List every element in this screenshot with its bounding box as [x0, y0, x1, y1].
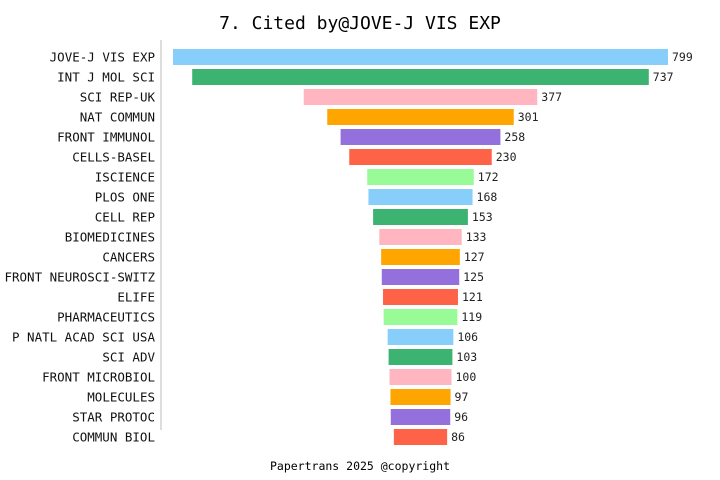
bar — [390, 409, 451, 425]
category-label: ELIFE — [117, 290, 155, 305]
category-label: PHARMACEUTICS — [57, 310, 155, 325]
category-label: FRONT MICROBIOL — [42, 370, 155, 385]
bar — [388, 349, 453, 365]
bar — [373, 209, 468, 225]
value-label: 96 — [454, 410, 468, 424]
bar — [381, 249, 460, 265]
value-label: 301 — [518, 110, 539, 124]
bar — [379, 229, 462, 245]
category-label: COMMUN BIOL — [72, 430, 155, 445]
category-label: MOLECULES — [87, 390, 155, 405]
bars-group: JOVE-J VIS EXP 799 INT J MOL SCI 737 SCI REP… — [4, 49, 693, 445]
bar — [340, 129, 501, 145]
value-label: 133 — [466, 230, 487, 244]
value-label: 168 — [477, 190, 498, 204]
bar — [192, 69, 649, 85]
bar — [390, 389, 451, 405]
bar — [383, 309, 458, 325]
value-label: 125 — [463, 270, 484, 284]
value-label: 737 — [653, 70, 674, 84]
value-label: 377 — [541, 90, 562, 104]
value-label: 153 — [472, 210, 493, 224]
bar — [368, 189, 473, 205]
value-label: 100 — [455, 370, 476, 384]
bar — [327, 109, 514, 125]
value-label: 119 — [461, 310, 482, 324]
value-label: 127 — [464, 250, 485, 264]
category-label: SCI ADV — [102, 350, 155, 365]
bar — [173, 49, 668, 65]
value-label: 172 — [478, 170, 499, 184]
bar — [389, 369, 452, 385]
bar — [381, 269, 460, 285]
category-label: CANCERS — [102, 250, 155, 265]
category-label: STAR PROTOC — [72, 410, 155, 425]
value-label: 799 — [672, 50, 693, 64]
value-label: 258 — [504, 130, 525, 144]
copyright-footer: Papertrans 2025 @copyright — [270, 459, 450, 473]
value-label: 103 — [456, 350, 477, 364]
category-label: CELLS-BASEL — [72, 150, 155, 165]
value-label: 106 — [457, 330, 478, 344]
category-label: FRONT IMMUNOL — [57, 130, 155, 145]
bar — [383, 289, 458, 305]
value-label: 97 — [455, 390, 469, 404]
category-label: CELL REP — [95, 210, 155, 225]
value-label: 230 — [496, 150, 517, 164]
category-label: PLOS ONE — [95, 190, 155, 205]
bar — [393, 429, 448, 445]
category-label: BIOMEDICINES — [65, 230, 155, 245]
bar — [349, 149, 492, 165]
category-label: INT J MOL SCI — [57, 70, 155, 85]
category-label: JOVE-J VIS EXP — [50, 50, 155, 65]
bar — [387, 329, 454, 345]
category-label: P NATL ACAD SCI USA — [12, 330, 155, 345]
category-label: NAT COMMUN — [80, 110, 155, 125]
category-label: SCI REP-UK — [80, 90, 156, 105]
chart-title: 7. Cited by@JOVE-J VIS EXP — [219, 13, 501, 34]
category-label: ISCIENCE — [95, 170, 155, 185]
bar — [367, 169, 474, 185]
value-label: 121 — [462, 290, 483, 304]
bar — [303, 89, 538, 105]
category-label: FRONT NEUROSCI-SWITZ — [4, 270, 155, 285]
value-label: 86 — [451, 430, 465, 444]
